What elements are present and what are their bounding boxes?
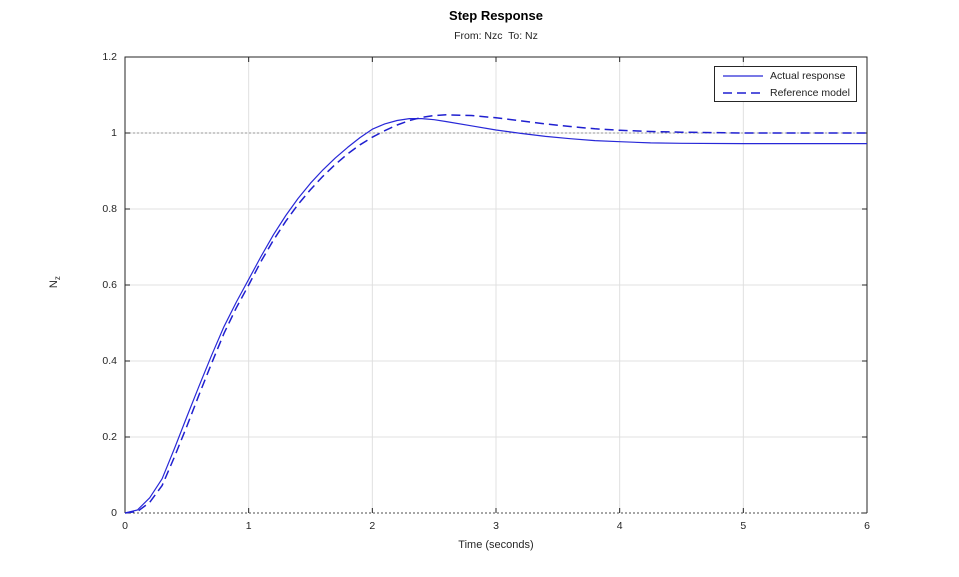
x-axis-label: Time (seconds) <box>458 539 534 551</box>
x-tick-label: 3 <box>493 520 499 532</box>
legend-label-reference: Reference model <box>770 86 850 99</box>
y-tick-label: 0 <box>111 507 117 519</box>
x-tick-label: 4 <box>616 520 623 532</box>
reference-model-curve <box>124 114 867 514</box>
x-tick-label: 1 <box>245 520 252 532</box>
x-tick-label: 6 <box>864 520 870 532</box>
chart-title: Step Response <box>449 8 543 23</box>
legend-label-actual: Actual response <box>770 69 846 82</box>
legend-solid-line-icon <box>723 74 763 77</box>
actual-response-curve <box>124 117 867 514</box>
y-tick-label: 1.2 <box>102 51 117 63</box>
y-tick-label: 0.8 <box>102 203 117 215</box>
y-tick-label: 0.4 <box>102 355 117 367</box>
chart-subtitle: From: Nzc To: Nz <box>454 30 538 42</box>
y-tick-label: 0.6 <box>102 279 117 291</box>
y-tick-label: 1 <box>111 127 117 139</box>
y-tick-label: 0.2 <box>102 431 117 443</box>
x-tick-label: 2 <box>369 520 376 532</box>
legend-box: Actual response Reference model <box>714 66 857 102</box>
legend-row-reference: Reference model <box>715 85 856 100</box>
x-tick-label: 5 <box>740 520 747 532</box>
x-tick-label: 0 <box>122 520 128 532</box>
legend-dashed-line-icon <box>723 91 763 94</box>
legend-row-actual: Actual response <box>715 68 856 83</box>
